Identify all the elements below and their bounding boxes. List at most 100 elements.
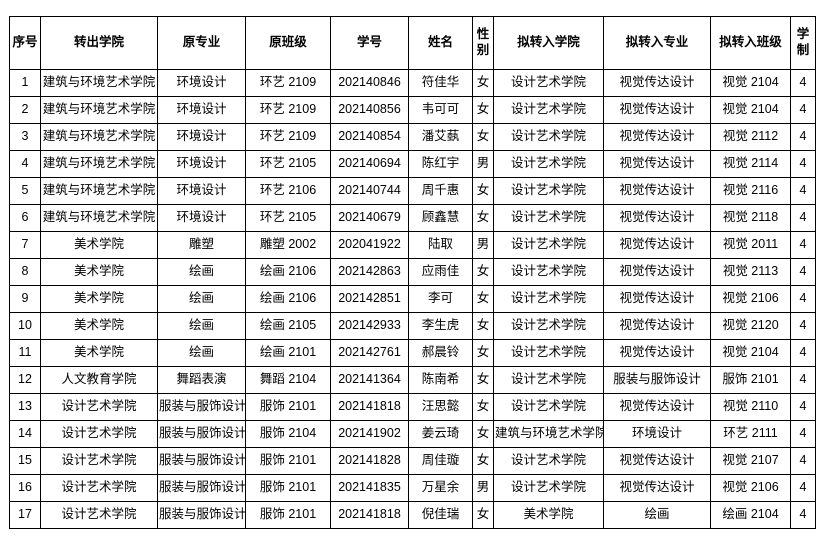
cell-r17-c0: 17: [9, 501, 41, 529]
cell-r6-c3: 环艺 2105: [245, 204, 331, 232]
cell-r17-c3: 服饰 2101: [245, 501, 331, 529]
cell-r13-c0: 13: [9, 393, 41, 421]
cell-r16-c3: 服饰 2101: [245, 474, 331, 502]
table-row: 2 建筑与环境艺术学院 环境设计 环艺 2109 202140856 韦可可女设计艺术学院…: [9, 96, 816, 124]
cell-r9-c6: 女: [472, 285, 494, 313]
column-header-1: 转出学院: [40, 16, 158, 70]
cell-r16-c0: 16: [9, 474, 41, 502]
cell-r13-c4: 202141818: [330, 393, 409, 421]
cell-r6-c4: 202140679: [330, 204, 409, 232]
cell-r6-c7: 设计艺术学院: [493, 204, 604, 232]
cell-r2-c1: 建筑与环境艺术学院: [40, 96, 158, 124]
cell-r12-c9: 服饰 2101: [710, 366, 791, 394]
cell-r15-c6: 女: [472, 447, 494, 475]
cell-r16-c6: 男: [472, 474, 494, 502]
cell-r7-c5: 陆取: [408, 231, 473, 259]
cell-r16-c1: 设计艺术学院: [40, 474, 158, 502]
cell-r14-c9: 环艺 2111: [710, 420, 791, 448]
cell-r15-c9: 视觉 2107: [710, 447, 791, 475]
cell-r2-c0: 2: [9, 96, 41, 124]
cell-r4-c6: 男: [472, 150, 494, 178]
cell-r1-c3: 环艺 2109: [245, 69, 331, 97]
cell-r14-c5: 姜云琦: [408, 420, 473, 448]
table-row: 4 建筑与环境艺术学院 环境设计 环艺 2105 202140694 陈红宇男设计艺术学院…: [9, 150, 816, 178]
cell-r14-c3: 服饰 2104: [245, 420, 331, 448]
cell-r3-c6: 女: [472, 123, 494, 151]
cell-r1-c0: 1: [9, 69, 41, 97]
column-header-0: 序号: [9, 16, 41, 70]
cell-r9-c10: 4: [790, 285, 816, 313]
cell-r8-c10: 4: [790, 258, 816, 286]
cell-r13-c8: 视觉传达设计: [603, 393, 711, 421]
cell-r6-c9: 视觉 2118: [710, 204, 791, 232]
cell-r9-c0: 9: [9, 285, 41, 313]
cell-r12-c6: 女: [472, 366, 494, 394]
cell-r12-c5: 陈南希: [408, 366, 473, 394]
cell-r12-c0: 12: [9, 366, 41, 394]
cell-r12-c4: 202141364: [330, 366, 409, 394]
cell-r7-c9: 视觉 2011: [710, 231, 791, 259]
cell-r10-c7: 设计艺术学院: [493, 312, 604, 340]
cell-r6-c10: 4: [790, 204, 816, 232]
cell-r4-c2: 环境设计: [157, 150, 246, 178]
cell-r4-c3: 环艺 2105: [245, 150, 331, 178]
cell-r15-c10: 4: [790, 447, 816, 475]
cell-r8-c2: 绘画: [157, 258, 246, 286]
cell-r13-c6: 女: [472, 393, 494, 421]
cell-r5-c0: 5: [9, 177, 41, 205]
cell-r8-c6: 女: [472, 258, 494, 286]
cell-r5-c9: 视觉 2116: [710, 177, 791, 205]
column-header-6: 性别: [472, 16, 494, 70]
column-header-10: 学制: [790, 16, 816, 70]
column-header-8: 拟转入专业: [603, 16, 711, 70]
cell-r12-c8: 服装与服饰设计: [603, 366, 711, 394]
cell-r7-c8: 视觉传达设计: [603, 231, 711, 259]
cell-r10-c1: 美术学院: [40, 312, 158, 340]
cell-r12-c3: 舞蹈 2104: [245, 366, 331, 394]
table-row: 7 美术学院 雕塑 雕塑 2002 202041922 陆取男设计艺术学院 视觉传达设计 视觉…: [9, 231, 816, 259]
cell-r1-c10: 4: [790, 69, 816, 97]
cell-r13-c1: 设计艺术学院: [40, 393, 158, 421]
cell-r2-c2: 环境设计: [157, 96, 246, 124]
cell-r3-c9: 视觉 2112: [710, 123, 791, 151]
cell-r7-c0: 7: [9, 231, 41, 259]
cell-r8-c1: 美术学院: [40, 258, 158, 286]
column-header-9: 拟转入班级: [710, 16, 791, 70]
cell-r6-c2: 环境设计: [157, 204, 246, 232]
cell-r17-c8: 绘画: [603, 501, 711, 529]
cell-r14-c4: 202141902: [330, 420, 409, 448]
cell-r4-c4: 202140694: [330, 150, 409, 178]
cell-r5-c1: 建筑与环境艺术学院: [40, 177, 158, 205]
cell-r3-c7: 设计艺术学院: [493, 123, 604, 151]
cell-r2-c7: 设计艺术学院: [493, 96, 604, 124]
cell-r3-c10: 4: [790, 123, 816, 151]
cell-r11-c7: 设计艺术学院: [493, 339, 604, 367]
cell-r11-c10: 4: [790, 339, 816, 367]
table-row: 12 人文教育学院 舞蹈表演 舞蹈 2104 202141364 陈南希女设计艺术学院 服装…: [9, 366, 816, 394]
header-row: 序号 转出学院 原专业 原班级 学号 姓名 性别 拟转入学院 拟转入专业 拟转入班级 学制: [9, 16, 816, 70]
cell-r17-c7: 美术学院: [493, 501, 604, 529]
cell-r17-c6: 女: [472, 501, 494, 529]
cell-r8-c3: 绘画 2106: [245, 258, 331, 286]
cell-r11-c4: 202142761: [330, 339, 409, 367]
cell-r2-c5: 韦可可: [408, 96, 473, 124]
cell-r16-c10: 4: [790, 474, 816, 502]
cell-r14-c0: 14: [9, 420, 41, 448]
cell-r7-c10: 4: [790, 231, 816, 259]
cell-r10-c6: 女: [472, 312, 494, 340]
cell-r11-c3: 绘画 2101: [245, 339, 331, 367]
table-row: 17 设计艺术学院 服装与服饰设计 服饰 2101 202141818 倪佳瑞女美术学院绘…: [9, 501, 816, 529]
cell-r6-c0: 6: [9, 204, 41, 232]
cell-r13-c9: 视觉 2110: [710, 393, 791, 421]
cell-r8-c0: 8: [9, 258, 41, 286]
cell-r7-c2: 雕塑: [157, 231, 246, 259]
cell-r3-c1: 建筑与环境艺术学院: [40, 123, 158, 151]
cell-r12-c10: 4: [790, 366, 816, 394]
cell-r17-c2: 服装与服饰设计: [157, 501, 246, 529]
cell-r7-c3: 雕塑 2002: [245, 231, 331, 259]
cell-r5-c5: 周千惠: [408, 177, 473, 205]
cell-r2-c9: 视觉 2104: [710, 96, 791, 124]
cell-r9-c7: 设计艺术学院: [493, 285, 604, 313]
cell-r8-c4: 202142863: [330, 258, 409, 286]
cell-r14-c1: 设计艺术学院: [40, 420, 158, 448]
